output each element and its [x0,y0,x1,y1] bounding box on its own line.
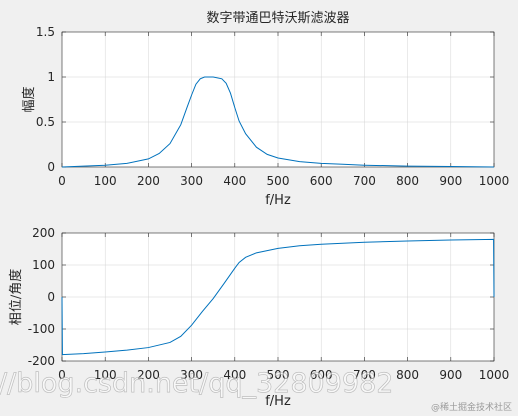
phase-curve [61,238,495,356]
magnitude-x-label: f/Hz [265,193,291,208]
magnitude-x-tick-label: 100 [94,174,117,188]
magnitude-y-tick-labels: 0 0.5 1 1.5 [36,25,55,174]
phase-x-tick-label: 500 [267,368,290,382]
phase-x-tick-label: 300 [180,368,203,382]
phase-plot: 0 100 200 300 400 500 600 700 800 900 1000 -200-10… [8,226,509,409]
magnitude-curve [61,76,495,168]
magnitude-x-tick-label: 700 [353,174,376,188]
magnitude-x-tick-label: 0 [58,174,66,188]
phase-y-tick-label: -100 [28,322,55,336]
watermark-brand: @稀土掘金技术社区 [431,401,512,413]
magnitude-x-tick-label: 200 [137,174,160,188]
magnitude-x-tick-label: 400 [223,174,246,188]
magnitude-x-tick-label: 600 [310,174,333,188]
magnitude-gridlines [62,32,494,167]
phase-y-tick-label: 0 [47,290,55,304]
phase-x-tick-labels: 0 100 200 300 400 500 600 700 800 900 1000 [58,368,509,382]
magnitude-x-tick-label: 900 [439,174,462,188]
phase-y-tick-labels: -200 -100 0 100 200 [28,226,55,368]
magnitude-y-tick-label: 1 [47,70,55,84]
phase-y-label: 相位/角度 [8,269,24,325]
phase-x-label: f/Hz [265,394,291,409]
phase-x-tick-label: 700 [353,368,376,382]
magnitude-y-tick-label: 0 [47,160,55,174]
magnitude-x-tick-label: 1000 [479,174,510,188]
magnitude-x-tick-labels: 0 100 200 300 400 500 600 700 800 900 1000 [58,174,509,188]
phase-y-tick-label: -200 [28,354,55,368]
magnitude-y-label: 幅度 [21,86,37,112]
magnitude-plot: 0 100 200 300 400 500 600 700 800 900 1000 0 0.5 1 1.… [21,11,509,208]
phase-x-tick-label: 600 [310,368,333,382]
magnitude-x-tick-label: 300 [180,174,203,188]
watermark-url: //blog.csdn.net/qq_32809982 [0,368,393,399]
phase-gridlines [62,233,494,361]
magnitude-x-tick-label: 500 [267,174,290,188]
phase-ticks [61,232,495,362]
phase-x-tick-label: 200 [137,368,160,382]
magnitude-title: 数字带通巴特沃斯滤波器 [206,11,349,26]
phase-x-tick-label: 0 [58,368,66,382]
phase-x-tick-label: 1000 [479,368,510,382]
phase-y-tick-label: 200 [32,226,55,240]
magnitude-y-tick-label: 0.5 [36,115,55,129]
phase-x-tick-label: 800 [396,368,419,382]
magnitude-x-tick-label: 800 [396,174,419,188]
phase-x-tick-label: 400 [223,368,246,382]
phase-y-tick-label: 100 [32,258,55,272]
phase-x-tick-label: 100 [94,368,117,382]
magnitude-y-tick-label: 1.5 [36,25,55,39]
phase-x-tick-label: 900 [439,368,462,382]
